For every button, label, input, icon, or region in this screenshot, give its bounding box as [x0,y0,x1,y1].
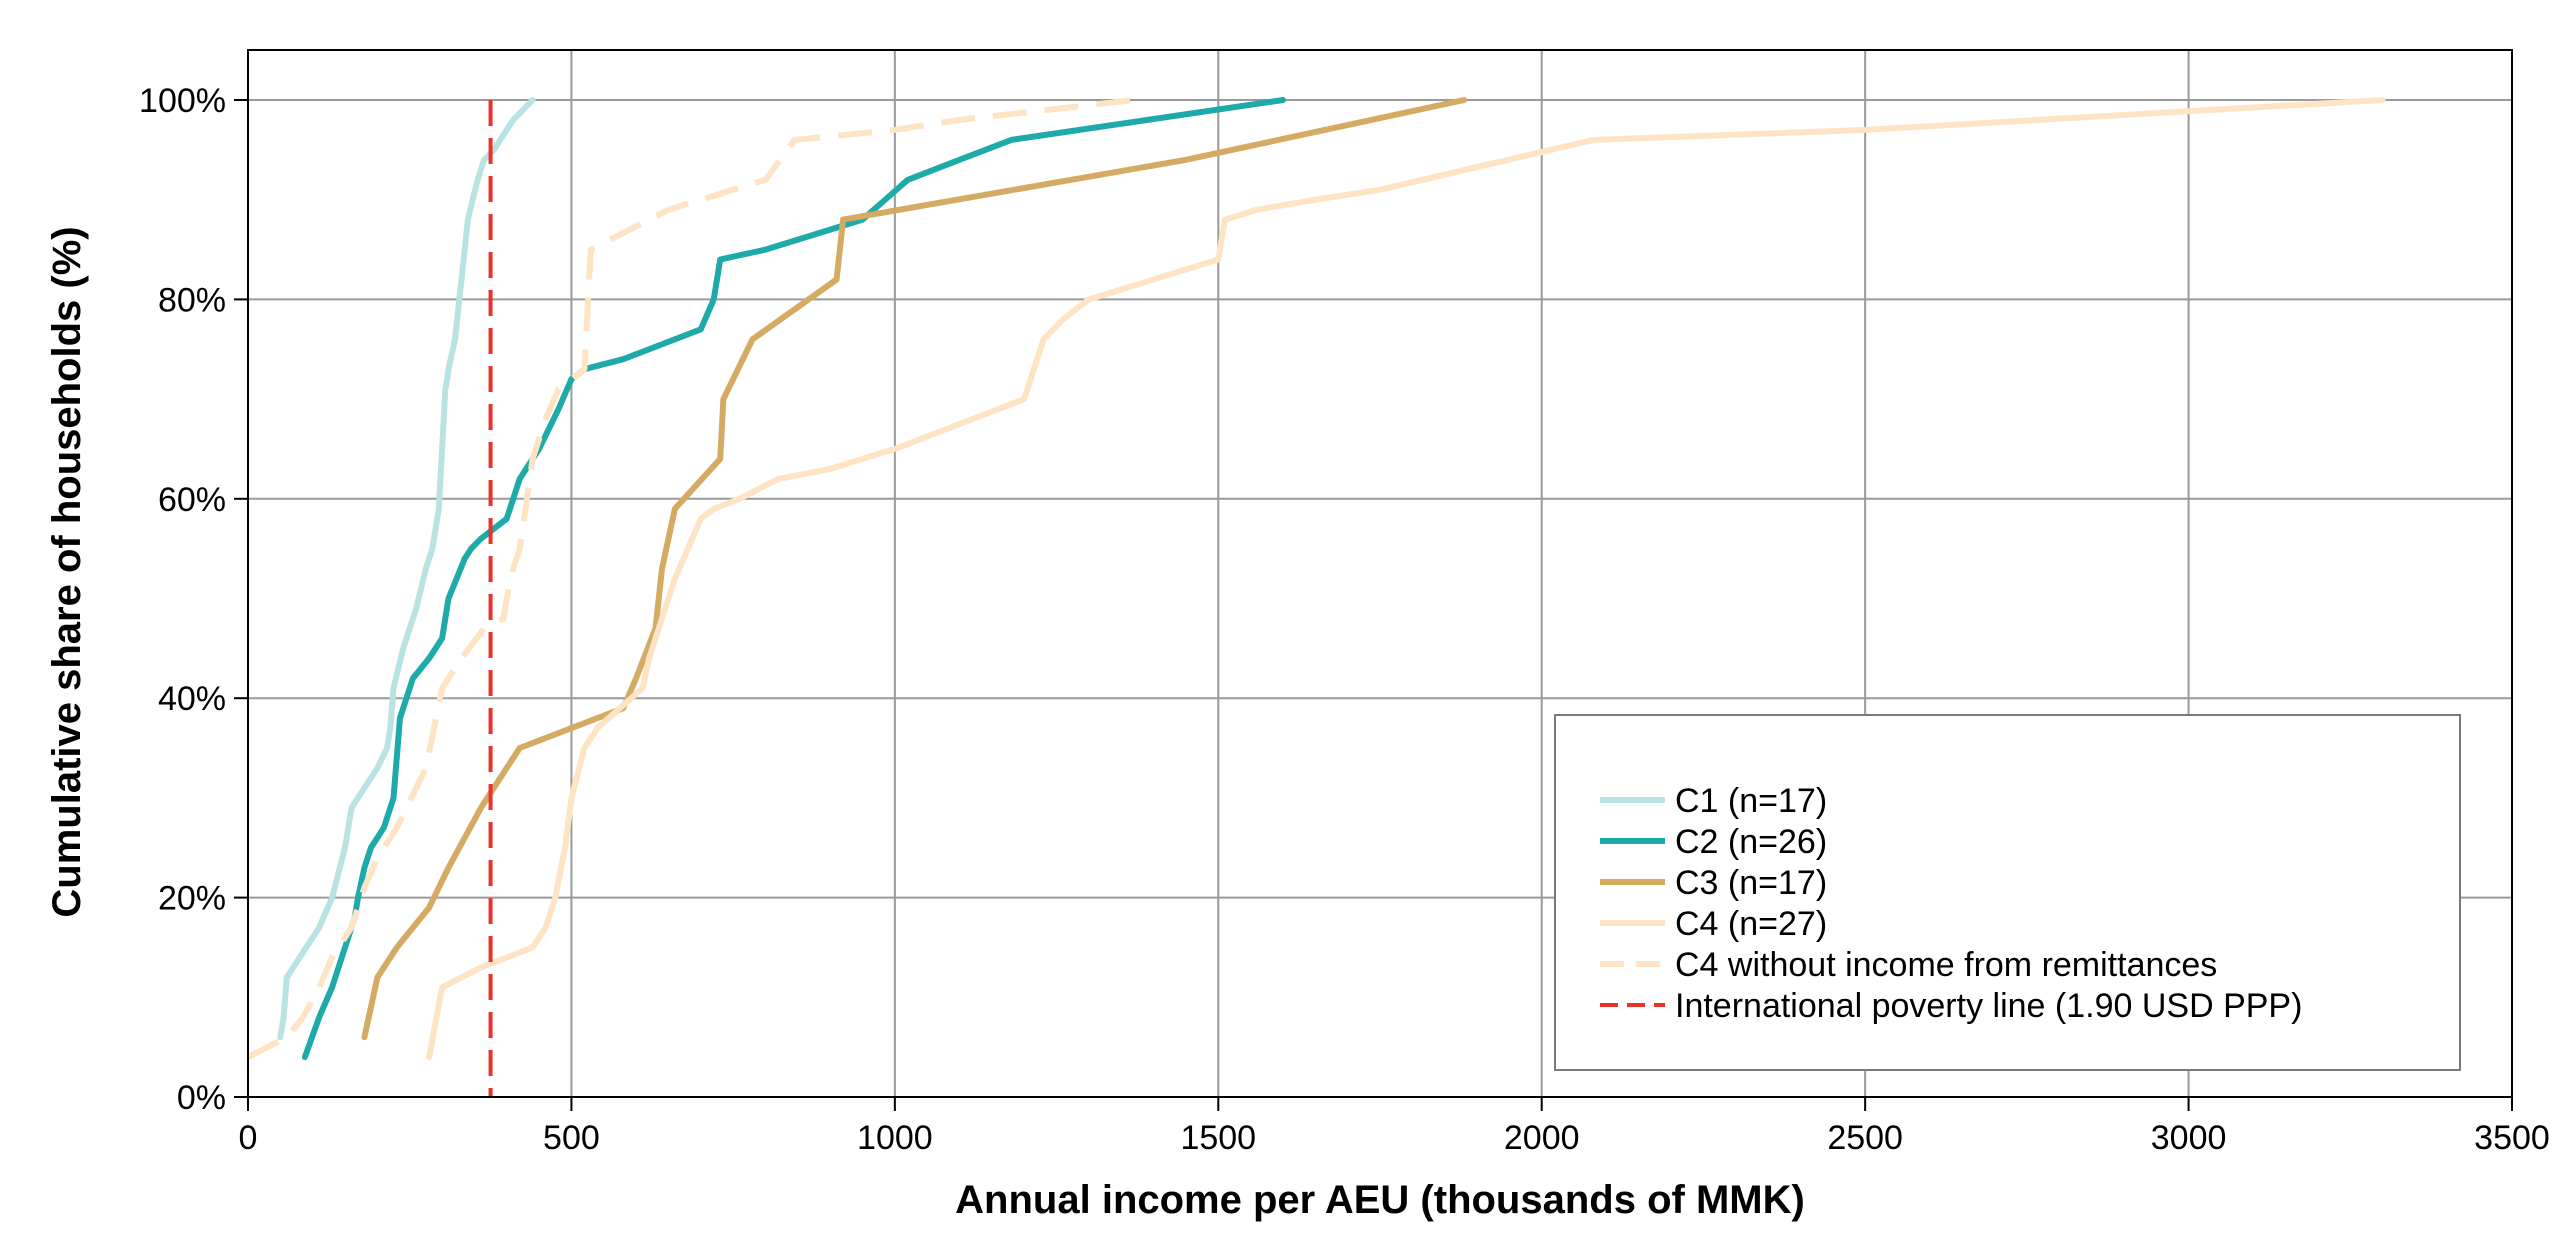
y-tick-label: 20% [158,880,226,918]
x-tick-label: 2500 [1827,1119,1903,1157]
series-line-c4-no-remittances [246,97,1135,1060]
x-tick-label: 3000 [2151,1119,2227,1157]
x-tick-label: 0 [239,1119,258,1157]
x-tick-label: 500 [543,1119,600,1157]
x-tick-label: 2000 [1504,1119,1580,1157]
series-lines [246,97,2386,1061]
legend-label-4: C4 (n=27) [1675,905,1827,943]
y-tick-label: 0% [177,1079,226,1117]
axis-ticks: 0 500 1000 1500 2000 2500 3000 3500 0% 20% 40% 60% 8… [139,82,2550,1157]
legend-box [1554,714,2461,1071]
legend-label-3: C3 (n=17) [1675,864,1827,902]
y-tick-label: 100% [139,82,226,120]
y-tick-label: 40% [158,680,226,718]
y-axis-title: Cumulative share of households (%) [45,226,89,917]
x-axis-title: Annual income per AEU (thousands of MMK) [955,1178,1805,1222]
series-line-c2 [301,97,1286,1061]
legend-label-2: C2 (n=26) [1675,823,1827,861]
legend-label-5: C4 without income from remittances [1675,946,2217,984]
x-tick-label: 1000 [857,1119,933,1157]
series-line-c3 [361,97,1468,1041]
plot-frame [247,49,2513,1098]
legend: C1 (n=17)C2 (n=26)C3 (n=17)C4 (n=27)C4 w… [1554,714,2461,1071]
series-line-c1 [277,97,536,1041]
legend-label-1: C1 (n=17) [1675,782,1827,820]
y-tick-label: 60% [158,481,226,519]
series-line-c4 [426,97,2386,1061]
x-tick-label: 1500 [1180,1119,1256,1157]
y-tick-label: 80% [158,281,226,319]
x-tick-label: 3500 [2474,1119,2550,1157]
legend-label-6: International poverty line (1.90 USD PPP… [1675,987,2302,1025]
